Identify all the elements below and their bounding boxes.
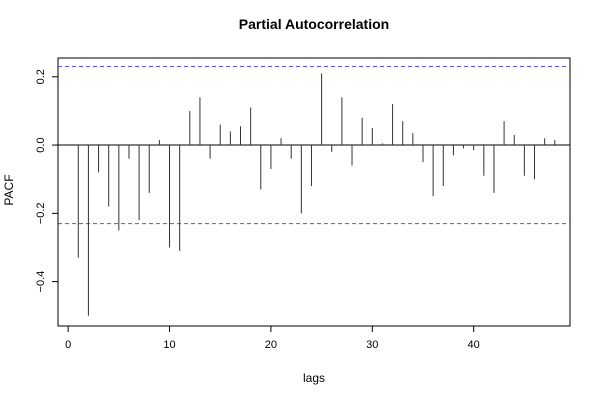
y-tick-label: 0.0 — [35, 137, 47, 152]
x-axis-label: lags — [303, 371, 325, 385]
x-axis: 0 10 20 30 40 — [65, 325, 480, 351]
x-tick-label: 30 — [366, 339, 378, 351]
y-axis-label: PACF — [2, 174, 16, 205]
x-tick-label: 10 — [163, 339, 175, 351]
chart-title: Partial Autocorrelation — [239, 16, 389, 32]
x-tick-label: 0 — [65, 339, 71, 351]
y-tick-label: 0.2 — [35, 69, 47, 84]
y-tick-label: −0.4 — [35, 271, 47, 293]
pacf-bars — [77, 73, 556, 316]
y-axis: −0.4 −0.2 0.0 0.2 — [35, 69, 59, 293]
x-tick-label: 20 — [265, 339, 277, 351]
y-tick-label: −0.2 — [35, 202, 47, 224]
confidence-bounds — [58, 66, 570, 225]
x-tick-label: 40 — [468, 339, 480, 351]
plot-frame — [57, 57, 571, 327]
